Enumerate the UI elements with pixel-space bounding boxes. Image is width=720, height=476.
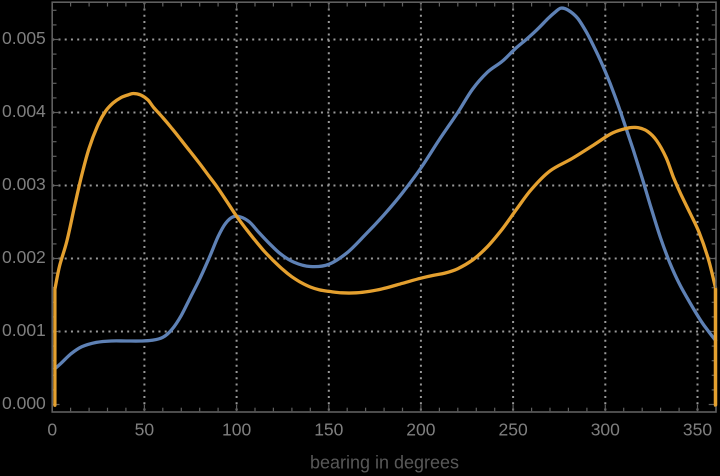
svg-text:0.001: 0.001	[2, 320, 46, 340]
svg-text:0.004: 0.004	[2, 101, 46, 121]
svg-text:150: 150	[314, 419, 343, 439]
svg-text:200: 200	[406, 419, 435, 439]
svg-text:250: 250	[498, 419, 527, 439]
svg-text:350: 350	[683, 419, 712, 439]
svg-text:0.003: 0.003	[2, 174, 46, 194]
svg-text:0.002: 0.002	[2, 247, 46, 267]
svg-text:bearing in degrees: bearing in degrees	[310, 452, 459, 472]
svg-text:50: 50	[135, 419, 155, 439]
svg-text:0.000: 0.000	[2, 393, 46, 413]
svg-text:0.005: 0.005	[2, 28, 46, 48]
svg-text:300: 300	[591, 419, 620, 439]
svg-text:100: 100	[222, 419, 251, 439]
svg-text:0: 0	[47, 419, 57, 439]
